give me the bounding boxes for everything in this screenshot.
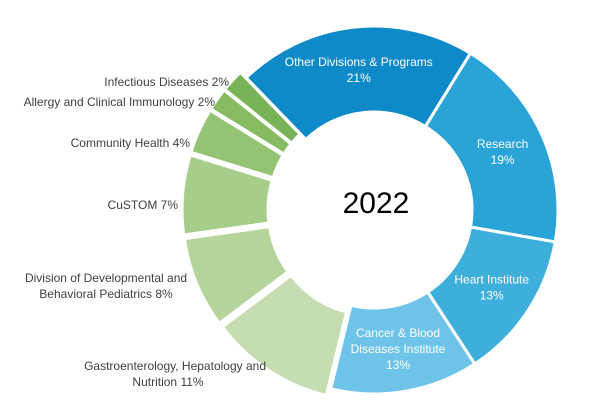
slice-label-heart-institute: 13%: [480, 289, 504, 303]
slice-label-gastroenterology-hepatology-and-nutrition: Gastroenterology, Hepatology and: [84, 359, 266, 373]
center-year-label: 2022: [343, 187, 410, 220]
slice-custom: [180, 153, 275, 237]
slice-label-infectious-diseases: Infectious Diseases 2%: [104, 75, 229, 89]
slice-label-other-divisions-and-programs: 21%: [347, 71, 371, 85]
slice-label-research: 19%: [491, 153, 515, 167]
slice-label-custom: CuSTOM 7%: [108, 198, 179, 212]
slice-research: [423, 51, 560, 244]
slice-label-cancer-and-blood-diseases-institute: 13%: [386, 358, 410, 372]
slice-other-divisions-and-programs: [244, 24, 473, 142]
slice-label-division-of-developmental-and-behavioral-pediatrics: Behavioral Pediatrics 8%: [39, 287, 173, 301]
donut-slices: [180, 24, 560, 398]
slice-label-research: Research: [477, 137, 528, 151]
slice-label-community-health: Community Health 4%: [71, 136, 191, 150]
slice-infectious-diseases: [222, 70, 303, 146]
slice-cancer-and-blood-diseases-institute: [328, 289, 477, 396]
slice-label-gastroenterology-hepatology-and-nutrition: Nutrition 11%: [132, 375, 203, 389]
slice-label-allergy-and-clinical-immunology: Allergy and Clinical Immunology 2%: [24, 95, 216, 109]
slice-division-of-developmental-and-behavioral-pediatrics: [182, 224, 291, 326]
slice-labels: Other Divisions & Programs 21% Research 19%…: [24, 55, 530, 389]
slice-label-division-of-developmental-and-behavioral-pediatrics: Division of Developmental and: [25, 271, 187, 285]
slice-label-heart-institute: Heart Institute: [454, 273, 529, 287]
slice-community-health: [189, 108, 286, 180]
slice-label-cancer-and-blood-diseases-institute: Diseases Institute: [351, 342, 446, 356]
slice-gastroenterology-hepatology-and-nutrition: [220, 273, 349, 398]
slice-label-cancer-and-blood-diseases-institute: Cancer & Blood: [356, 326, 440, 340]
slice-label-other-divisions-and-programs: Other Divisions & Programs: [285, 55, 433, 69]
